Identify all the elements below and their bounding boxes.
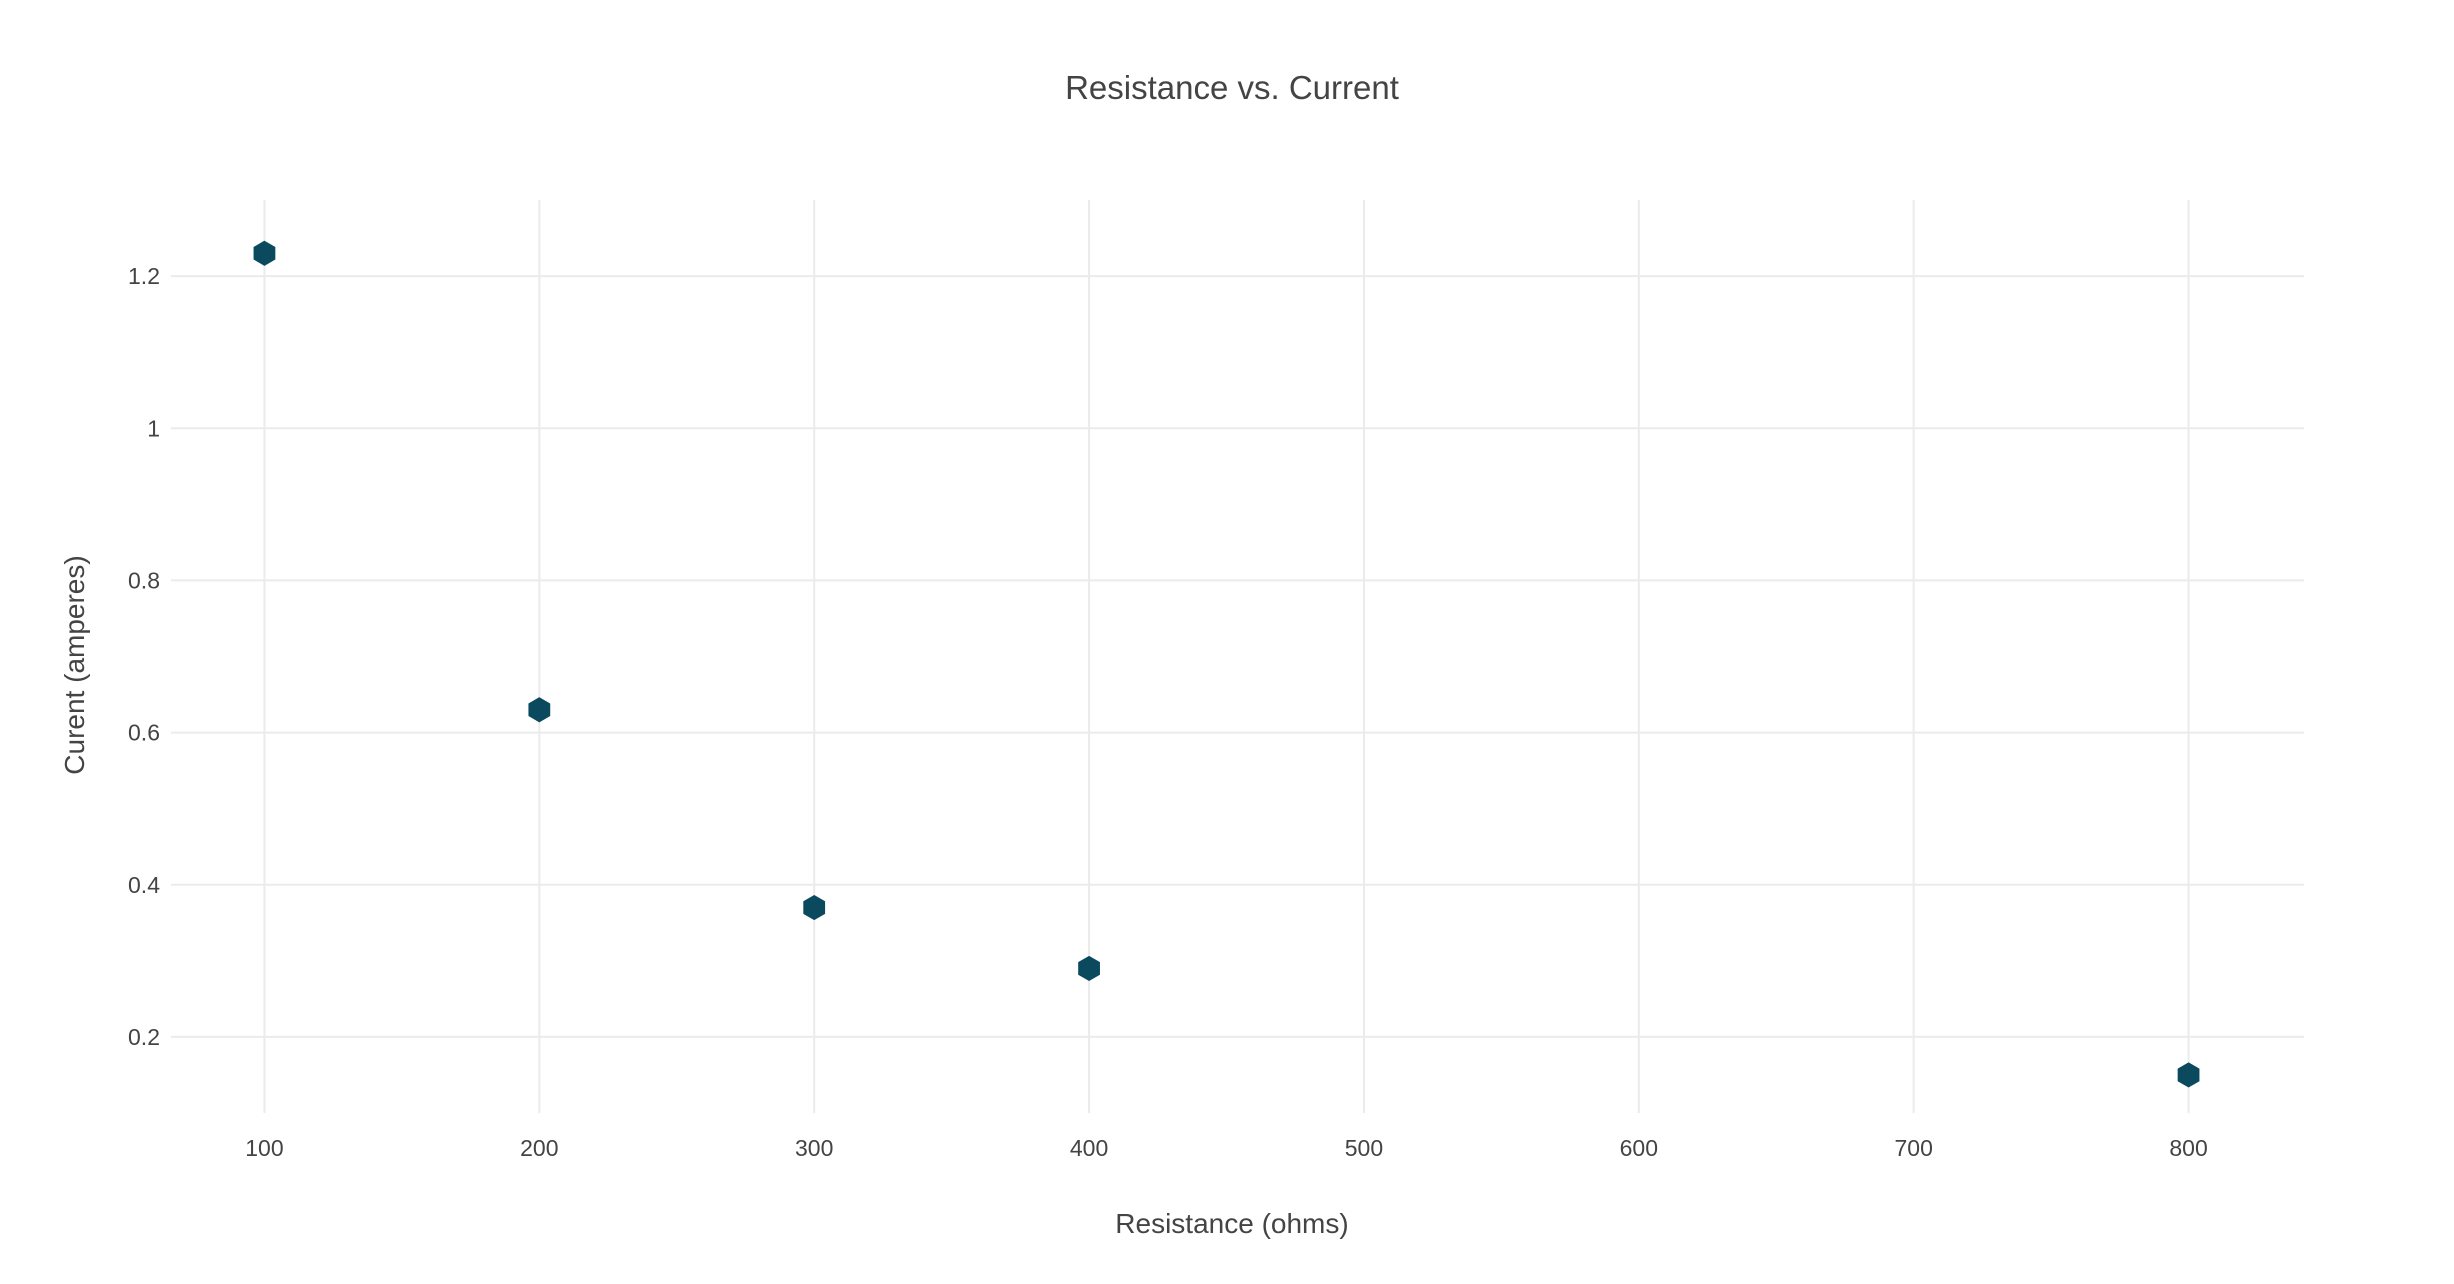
x-tick-label: 500	[1345, 1135, 1383, 1161]
x-tick-label: 300	[795, 1135, 833, 1161]
x-tick-label: 700	[1894, 1135, 1932, 1161]
y-tick-label: 1.2	[128, 263, 160, 289]
x-tick-label: 800	[2169, 1135, 2207, 1161]
data-point[interactable]	[2177, 1062, 2200, 1088]
y-tick-label: 1	[147, 415, 160, 441]
y-tick-label: 0.4	[128, 872, 160, 898]
x-tick-label: 600	[1620, 1135, 1658, 1161]
y-axis-ticks: 0.2 0.4 0.6 0.8 1 1.2	[128, 263, 160, 1050]
y-axis-title: Curent (amperes)	[59, 555, 90, 774]
x-tick-label: 200	[520, 1135, 558, 1161]
data-point[interactable]	[1078, 955, 1100, 982]
x-axis-ticks: 100 200 300 400 500 600 700 800	[245, 1135, 2207, 1161]
grid	[171, 200, 2304, 1113]
y-tick-label: 0.6	[128, 720, 160, 746]
x-tick-label: 400	[1070, 1135, 1108, 1161]
data-point[interactable]	[528, 697, 551, 723]
chart-title: Resistance vs. Current	[1065, 69, 1399, 106]
data-point[interactable]	[803, 894, 826, 921]
data-points	[253, 240, 2200, 1088]
x-axis-title: Resistance (ohms)	[1115, 1208, 1348, 1239]
x-tick-label: 100	[245, 1135, 283, 1161]
y-tick-label: 0.2	[128, 1024, 160, 1050]
data-point[interactable]	[253, 240, 276, 266]
y-tick-label: 0.8	[128, 567, 160, 593]
